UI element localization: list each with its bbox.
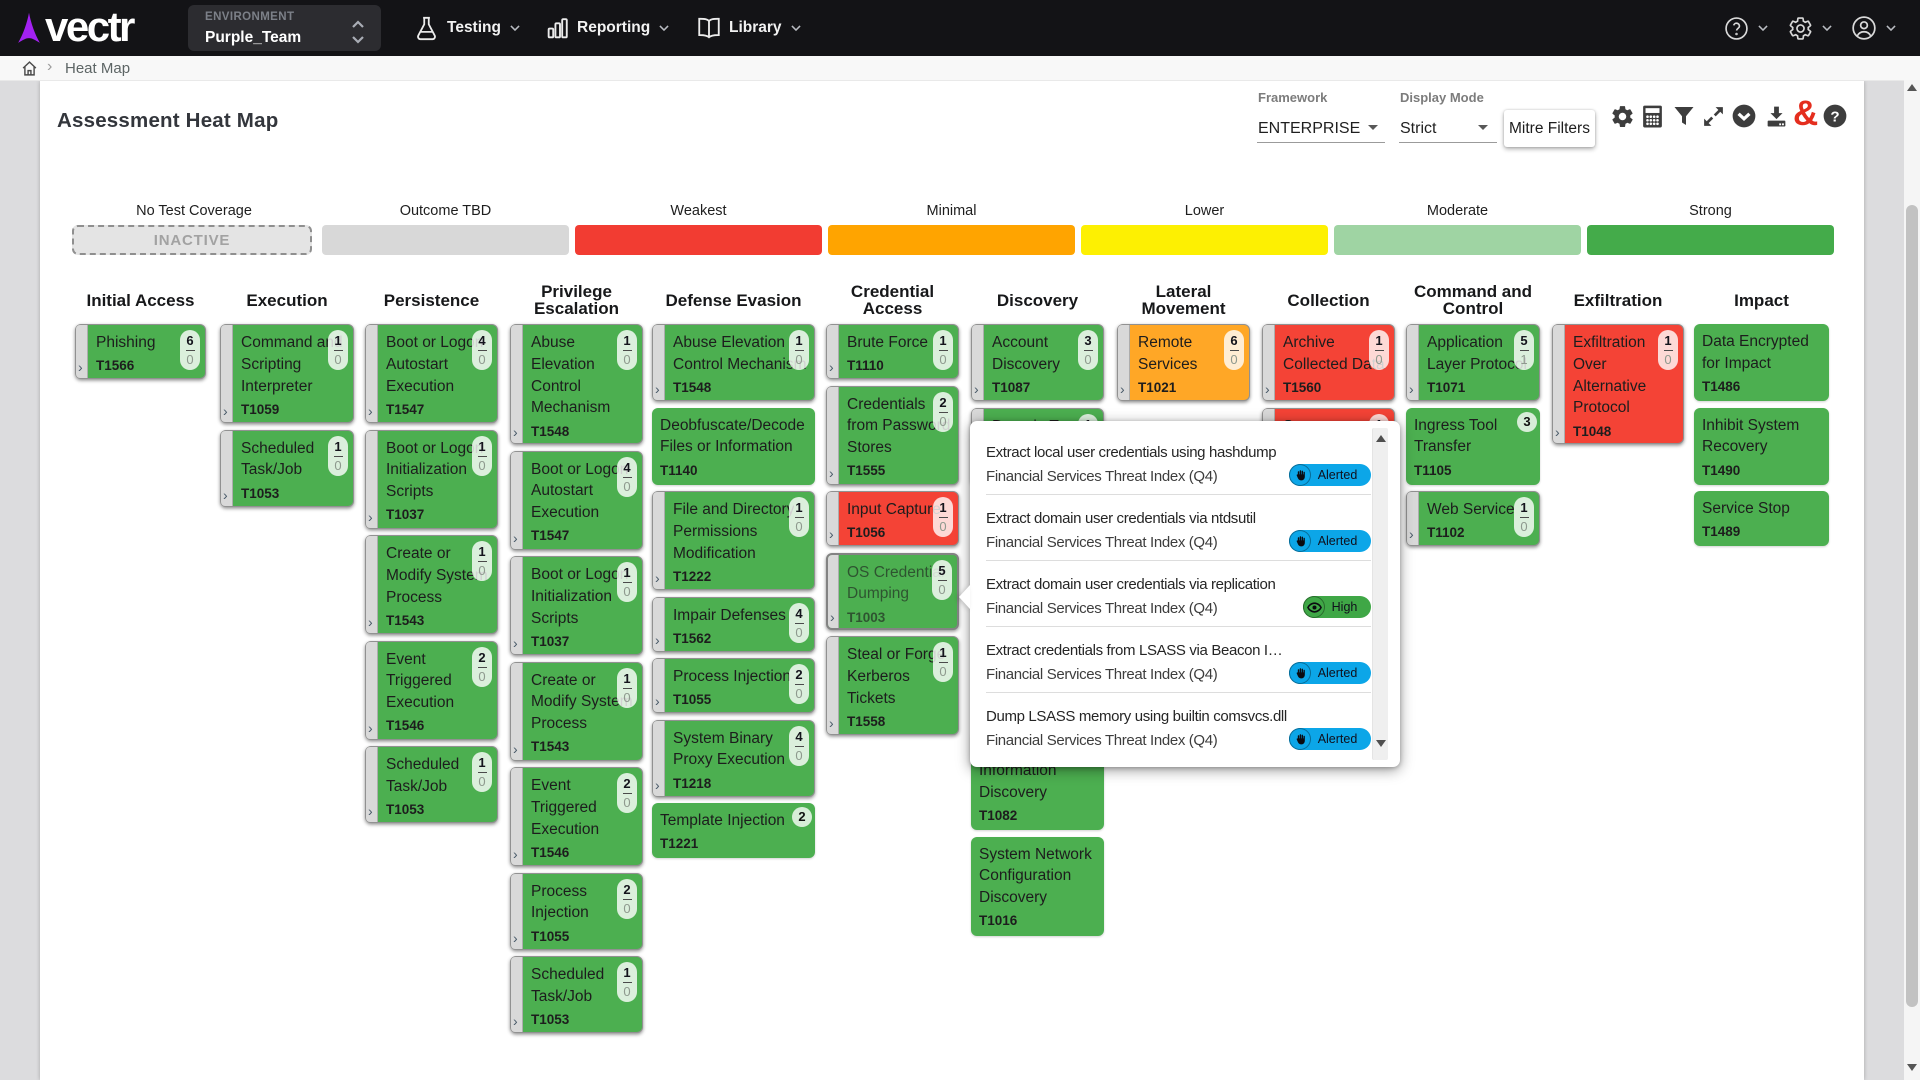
svg-text:?: ? — [1830, 108, 1839, 125]
